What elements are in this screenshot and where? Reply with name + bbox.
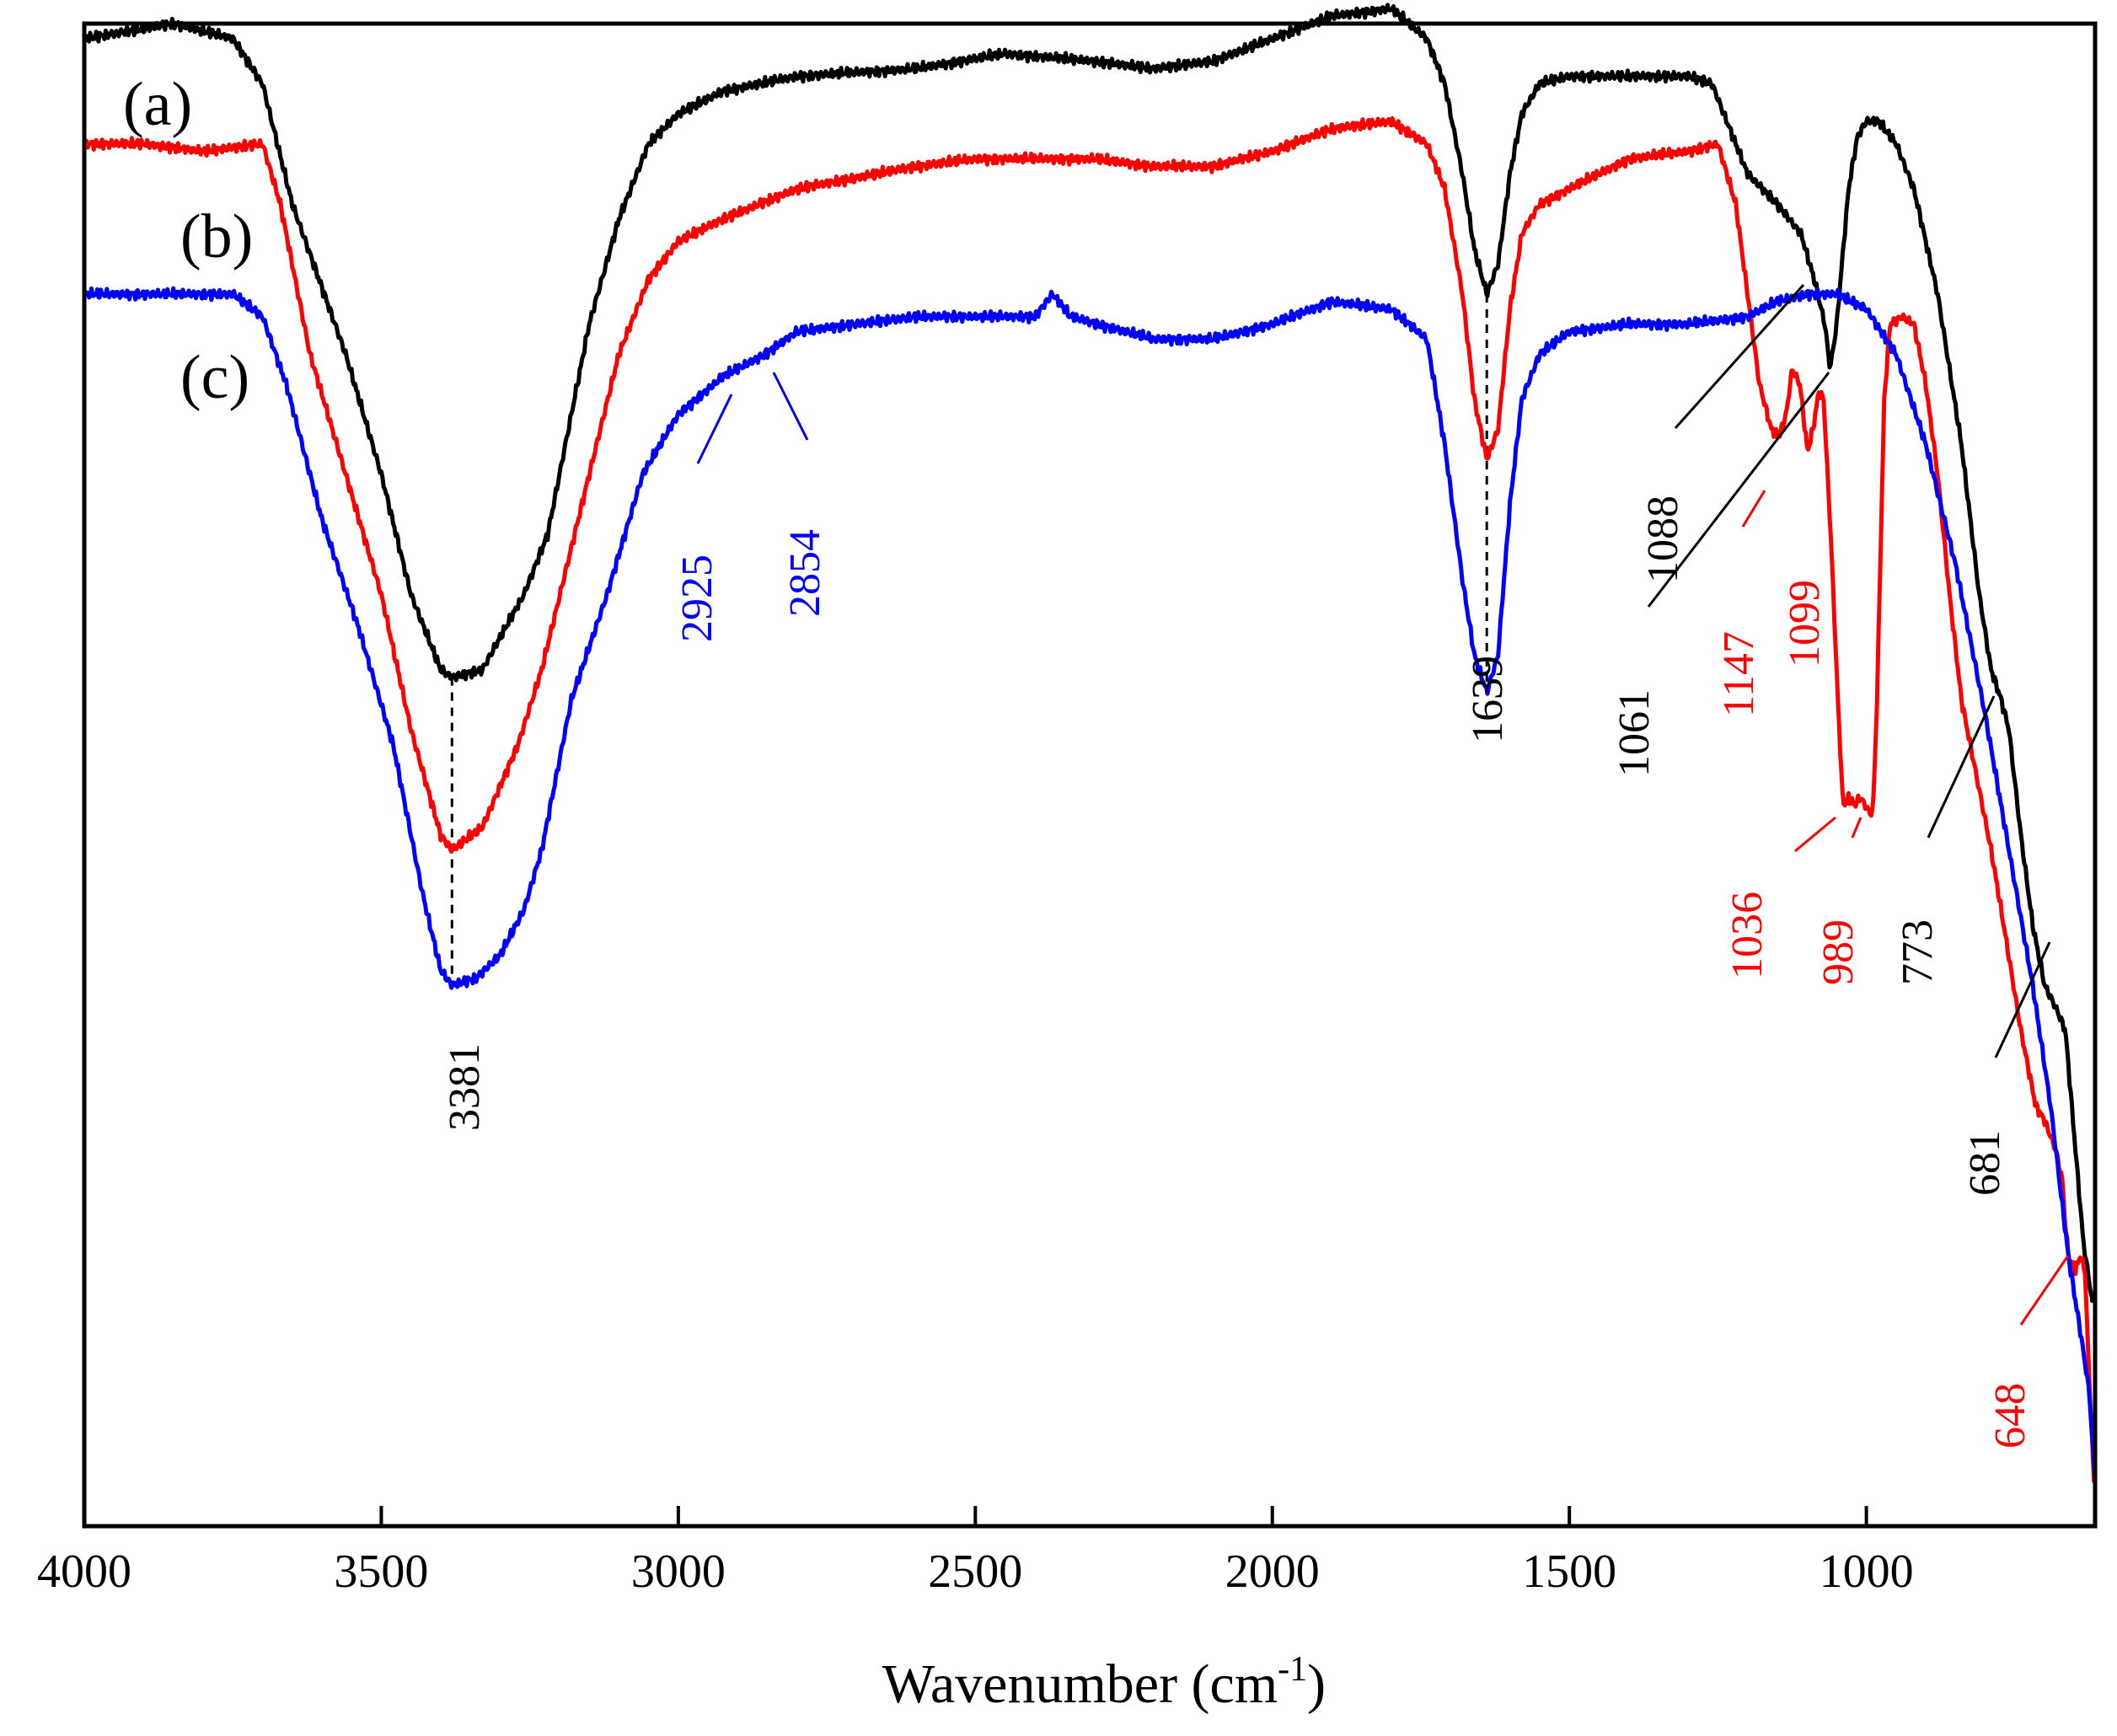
x-axis-title: Wavenumber (cm-1) — [882, 1650, 1326, 1715]
x-tick-label-1000: 1000 — [1820, 1546, 1914, 1598]
peak-label-1061: 1061 — [1611, 689, 1659, 777]
leader-1088 — [1674, 284, 1805, 429]
peak-label-1036: 1036 — [1723, 892, 1771, 979]
x-axis-ticks: 4000 3500 3000 2500 2000 1500 1000 — [37, 1506, 1914, 1598]
leader-681 — [1994, 941, 2051, 1058]
peak-label-1147: 1147 — [1715, 631, 1763, 717]
peak-labels: 3381 1639 2925 2854 1088 1061 1147 1099 1036 989 7… — [441, 496, 2034, 1449]
x-tick-label-4000: 4000 — [37, 1546, 131, 1598]
series-line-a — [82, 3, 2094, 1303]
x-axis-title-close: ) — [1307, 1653, 1326, 1715]
leader-1061 — [1647, 372, 1830, 608]
series-line-b — [82, 115, 2097, 1483]
peak-label-2854: 2854 — [781, 529, 829, 617]
plot-frame — [82, 21, 2098, 1529]
peak-label-3381: 3381 — [441, 1043, 489, 1131]
peak-label-1639: 1639 — [1464, 656, 1512, 743]
series-line-c — [82, 286, 2098, 1483]
x-tick-label-3500: 3500 — [334, 1546, 428, 1598]
x-axis-title-superscript: -1 — [1278, 1650, 1307, 1689]
leader-773 — [1927, 695, 1996, 839]
x-tick-label-1500: 1500 — [1522, 1546, 1616, 1598]
peak-label-1088: 1088 — [1639, 496, 1687, 583]
x-tick-label-3000: 3000 — [631, 1546, 726, 1598]
x-tick-label-2000: 2000 — [1225, 1546, 1320, 1598]
series-label-c: (c) — [180, 343, 249, 412]
peak-label-773: 773 — [1894, 919, 1942, 985]
x-axis-title-main: Wavenumber (cm — [882, 1653, 1278, 1715]
leader-989 — [1851, 817, 1862, 839]
leader-2925 — [696, 394, 733, 464]
peak-label-989: 989 — [1814, 919, 1862, 985]
x-tick-label-2500: 2500 — [928, 1546, 1022, 1598]
leader-1036 — [1794, 816, 1836, 853]
peak-label-648: 648 — [1986, 1383, 2034, 1449]
spectra-series — [82, 3, 2098, 1483]
leader-648 — [2019, 1255, 2070, 1326]
peak-label-681: 681 — [1961, 1130, 2009, 1196]
leader-2854 — [772, 372, 809, 441]
annotation-leaders — [696, 284, 2070, 1326]
peak-label-2925: 2925 — [673, 555, 721, 642]
peak-label-1099: 1099 — [1781, 580, 1829, 667]
series-labels: (a) (b) (c) — [123, 70, 253, 412]
series-label-b: (b) — [180, 202, 253, 271]
series-label-a: (a) — [123, 70, 192, 139]
guide-lines — [450, 293, 1488, 986]
leader-1147 — [1741, 490, 1766, 528]
